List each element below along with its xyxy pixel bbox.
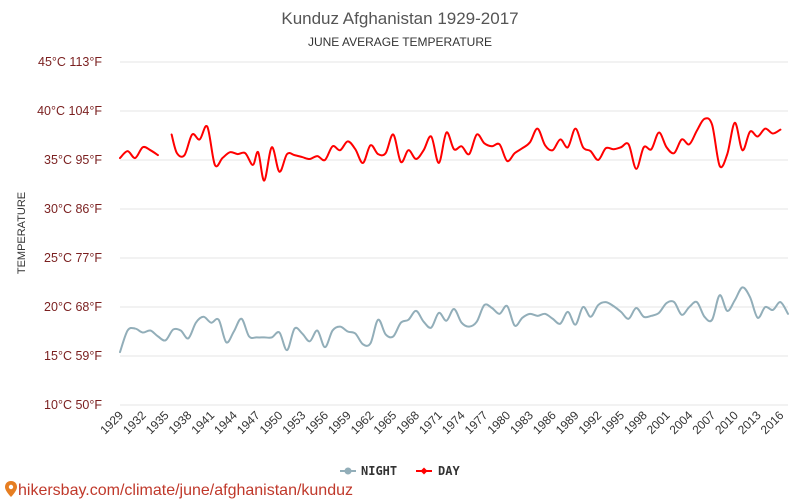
y-tick-label: 30°C 86°F	[44, 202, 102, 216]
x-tick-label: 2004	[667, 408, 696, 437]
x-tick-label: 2016	[758, 408, 787, 437]
legend-item-day[interactable]: DAY	[416, 464, 460, 478]
x-tick-label: 2010	[712, 408, 741, 437]
x-tick-label: 2001	[644, 408, 673, 437]
series-lines	[119, 117, 789, 354]
x-tick-label: 1974	[439, 408, 468, 437]
x-tick-label: 1941	[188, 408, 217, 437]
x-tick-label: 1977	[462, 408, 491, 437]
y-tick-label: 45°C 113°F	[38, 55, 102, 69]
y-tick-label: 20°C 68°F	[44, 300, 102, 314]
y-tick-label: 10°C 50°F	[44, 398, 102, 412]
y-axis-ticks: 45°C 113°F 40°C 104°F 35°C 95°F 30°C 86°F 25…	[37, 55, 102, 412]
legend-night-label: NIGHT	[361, 464, 397, 478]
x-tick-label: 1965	[371, 408, 400, 437]
x-tick-label: 1938	[166, 408, 195, 437]
x-tick-label: 1989	[553, 408, 582, 437]
legend-item-night[interactable]: NIGHT	[340, 464, 397, 478]
x-tick-label: 1959	[325, 408, 354, 437]
x-tick-label: 1947	[234, 408, 263, 437]
legend-night-marker	[344, 467, 352, 475]
series-line-day	[170, 117, 782, 182]
y-tick-label: 35°C 95°F	[44, 153, 102, 167]
y-tick-label: 15°C 59°F	[44, 349, 102, 363]
x-tick-label: 1935	[143, 408, 172, 437]
x-tick-label: 1968	[393, 408, 422, 437]
x-tick-label: 1998	[621, 408, 650, 437]
chart-title: Kunduz Afghanistan 1929-2017	[281, 9, 518, 28]
x-tick-label: 1980	[484, 408, 513, 437]
x-axis-ticks: 1929193219351938194119441947195019531956…	[97, 408, 786, 437]
x-tick-label: 1971	[416, 408, 445, 437]
series-line-day	[119, 145, 159, 160]
grid-lines	[120, 61, 788, 406]
footer-link[interactable]: hikersbay.com/climate/june/afghanistan/k…	[5, 481, 353, 499]
chart-subtitle: JUNE AVERAGE TEMPERATURE	[308, 35, 492, 49]
x-tick-label: 1950	[257, 408, 286, 437]
x-tick-label: 1956	[302, 408, 331, 437]
x-tick-label: 2007	[689, 408, 718, 437]
x-tick-label: 1986	[530, 408, 559, 437]
y-tick-label: 40°C 104°F	[37, 104, 102, 118]
legend-day-marker	[420, 467, 428, 475]
x-tick-label: 1995	[598, 408, 627, 437]
legend-day-label: DAY	[438, 464, 460, 478]
x-tick-label: 1929	[97, 408, 126, 437]
x-tick-label: 1983	[507, 408, 536, 437]
y-tick-label: 25°C 77°F	[44, 251, 102, 265]
legend: NIGHT DAY	[340, 464, 460, 478]
x-tick-label: 1953	[280, 408, 309, 437]
x-tick-label: 1944	[211, 408, 240, 437]
x-tick-label: 1962	[348, 408, 377, 437]
footer-url[interactable]: hikersbay.com/climate/june/afghanistan/k…	[18, 482, 353, 499]
x-tick-label: 1992	[576, 408, 605, 437]
x-tick-label: 1932	[120, 408, 149, 437]
x-tick-label: 2013	[735, 408, 764, 437]
location-pin-icon	[5, 481, 17, 497]
y-axis-label: TEMPERATURE	[16, 192, 28, 274]
series-line-night	[119, 286, 789, 354]
